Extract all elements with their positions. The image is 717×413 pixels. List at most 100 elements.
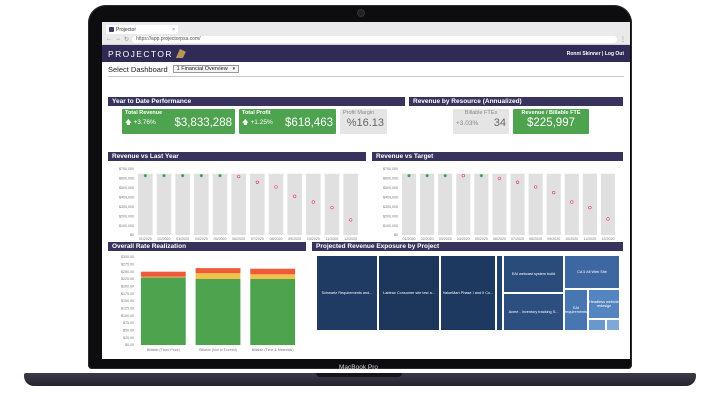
x-tick-label: 04/2020 — [195, 237, 208, 241]
x-tick-label: 11/2020 — [326, 237, 339, 241]
marker-dot — [497, 176, 502, 181]
url-field[interactable]: https://app.projectorpsa.com/ — [132, 35, 617, 43]
logo-text: PROJECTOR — [108, 48, 173, 59]
marker-dot — [218, 174, 222, 178]
treemap-tile[interactable]: Labtrax Consumer site test a... — [378, 255, 440, 331]
close-tab-icon[interactable]: × — [172, 26, 175, 33]
bar — [528, 173, 543, 235]
marker-dot — [534, 185, 538, 189]
x-tick-label: Billable (Not to Exceed) — [199, 348, 237, 352]
treemap-tile[interactable]: Schwartz Requirements and... — [316, 255, 378, 331]
stacked-bar-segment — [140, 276, 186, 278]
total-profit-value: $618,463 — [285, 117, 333, 129]
treemap-tile[interactable]: Headless website redesign — [588, 289, 620, 319]
x-tick-label: 12/2020 — [601, 237, 614, 241]
treemap-tile[interactable] — [496, 255, 503, 331]
up-arrow-icon: 🡅 — [125, 118, 132, 126]
y-tick-label: $600,000 — [119, 177, 134, 181]
rev-per-fte-card[interactable]: Revenue / Billable FTE $225,997 — [513, 109, 589, 134]
y-tick-label: $300,000 — [119, 205, 134, 209]
stacked-bar-segment — [195, 273, 241, 279]
tab-title: Projector — [116, 26, 137, 33]
y-tick-label: $100,000 — [119, 224, 134, 228]
treemap-tile[interactable] — [606, 319, 620, 331]
marker-dot — [443, 174, 447, 178]
bar — [510, 173, 525, 235]
bar — [401, 173, 417, 235]
bar — [324, 173, 340, 235]
tile-label: Labtrax Consumer site test a... — [383, 290, 435, 295]
bar — [138, 173, 153, 235]
billable-ftes-value: 34 — [493, 117, 506, 129]
bar — [438, 173, 453, 235]
resource-title: Revenue by Resource (Annualized) — [409, 97, 623, 106]
marker-dot — [162, 174, 166, 178]
dashboard-select-value: 1 Financial Overview — [176, 66, 228, 72]
dashboard-select[interactable]: 1 Financial Overview ▾ — [172, 65, 240, 73]
revenue-vs-target-panel: Revenue vs Target $700,000 $600,000 $500,0… — [372, 152, 623, 246]
x-tick-label: 10/2020 — [565, 237, 578, 241]
treemap-tile[interactable]: ValueMart Phase I and II Co... — [440, 255, 496, 331]
treemap: Schwartz Requirements and... Labtrax Con… — [316, 255, 620, 331]
rate-realization-chart: $300.00 $275.00 $250.00 $225.00 $200.00 $175.… — [121, 255, 296, 352]
bar — [546, 173, 561, 235]
treemap-tile[interactable]: EAI webcast system build — [503, 255, 564, 293]
x-tick-label: 09/2020 — [547, 237, 560, 241]
back-icon[interactable]: ← — [106, 36, 112, 42]
y-tick-label: $600,000 — [383, 177, 398, 181]
tile-label: Headless website redesign — [589, 299, 619, 309]
resource-panel: Revenue by Resource (Annualized) Billabl… — [409, 97, 623, 141]
stacked-bar-segment — [195, 268, 241, 274]
x-tick-label: 11/2020 — [584, 237, 597, 241]
marker-dot — [461, 174, 465, 178]
x-tick-label: 01/2020 — [403, 237, 416, 241]
total-profit-card[interactable]: Total Profit 🡅 +1.25% $618,463 — [239, 109, 336, 134]
treemap-tile[interactable] — [588, 319, 606, 331]
treemap-tile[interactable]: CA 5 All Web Site — [564, 255, 620, 289]
y-tick-label: $50.00 — [123, 329, 134, 333]
total-revenue-value: $3,833,288 — [174, 117, 232, 129]
model-label: MacBook Pro — [338, 364, 379, 371]
y-tick-label: $400,000 — [383, 195, 398, 199]
total-revenue-card[interactable]: Total Revenue 🡅 +3.76% $3,833,288 — [122, 109, 235, 134]
x-tick-label: Billable (Time & Materials) — [252, 348, 294, 352]
favicon-icon — [109, 27, 114, 32]
treemap-tile[interactable]: Acme - Inventory tracking S... — [503, 293, 564, 331]
logo[interactable]: PROJECTOR — [108, 49, 186, 59]
user-menu[interactable]: Ronni Skinner | Log Out — [566, 50, 624, 57]
bar — [600, 173, 616, 235]
x-tick-label: 07/2020 — [511, 237, 524, 241]
bar — [156, 173, 172, 235]
x-tick-label: 08/2020 — [270, 237, 283, 241]
total-profit-change: +1.25% — [250, 118, 273, 126]
tile-label: Schwartz Requirements and... — [321, 290, 373, 295]
browser-tab[interactable]: Projector × — [106, 25, 178, 34]
profit-margin-card[interactable]: Profit Margin %16.13 — [340, 109, 387, 134]
x-tick-label: 08/2020 — [529, 237, 542, 241]
bar — [250, 173, 265, 235]
rate-realization-panel: Overall Rate Realization $300.00 $275.00 $… — [108, 242, 306, 358]
billable-ftes-change: +3.03% — [456, 119, 479, 127]
reload-icon[interactable]: ↻ — [124, 36, 130, 43]
bar — [564, 173, 579, 235]
y-tick-label: $700,000 — [119, 167, 134, 171]
marker-dot — [515, 180, 520, 184]
y-tick-label: $400,000 — [119, 195, 134, 199]
x-tick-label: 06/2020 — [232, 237, 245, 241]
y-tick-label: $300.00 — [121, 255, 134, 259]
billable-ftes-card[interactable]: Billable FTEs +3.03% 34 — [453, 109, 509, 134]
y-tick-label: $200.00 — [121, 285, 134, 289]
y-tick-label: $250.00 — [121, 270, 134, 274]
rvt-title: Revenue vs Target — [372, 152, 623, 161]
revenue-vs-last-year-panel: Revenue vs Last Year $700,000 $600,000 $50… — [108, 152, 366, 246]
total-profit-label: Total Profit — [242, 110, 271, 116]
x-tick-label: Billable (Fixed Price) — [147, 348, 180, 352]
menu-icon[interactable]: ⋮ — [620, 36, 626, 43]
y-tick-label: $500,000 — [383, 186, 398, 190]
x-tick-label: 01/2020 — [139, 237, 152, 241]
tile-label: Acme - Inventory tracking S... — [508, 309, 559, 314]
forward-icon[interactable]: → — [115, 36, 121, 42]
x-tick-label: 07/2020 — [251, 237, 264, 241]
treemap-tile[interactable]: EAI requirements — [564, 289, 588, 331]
